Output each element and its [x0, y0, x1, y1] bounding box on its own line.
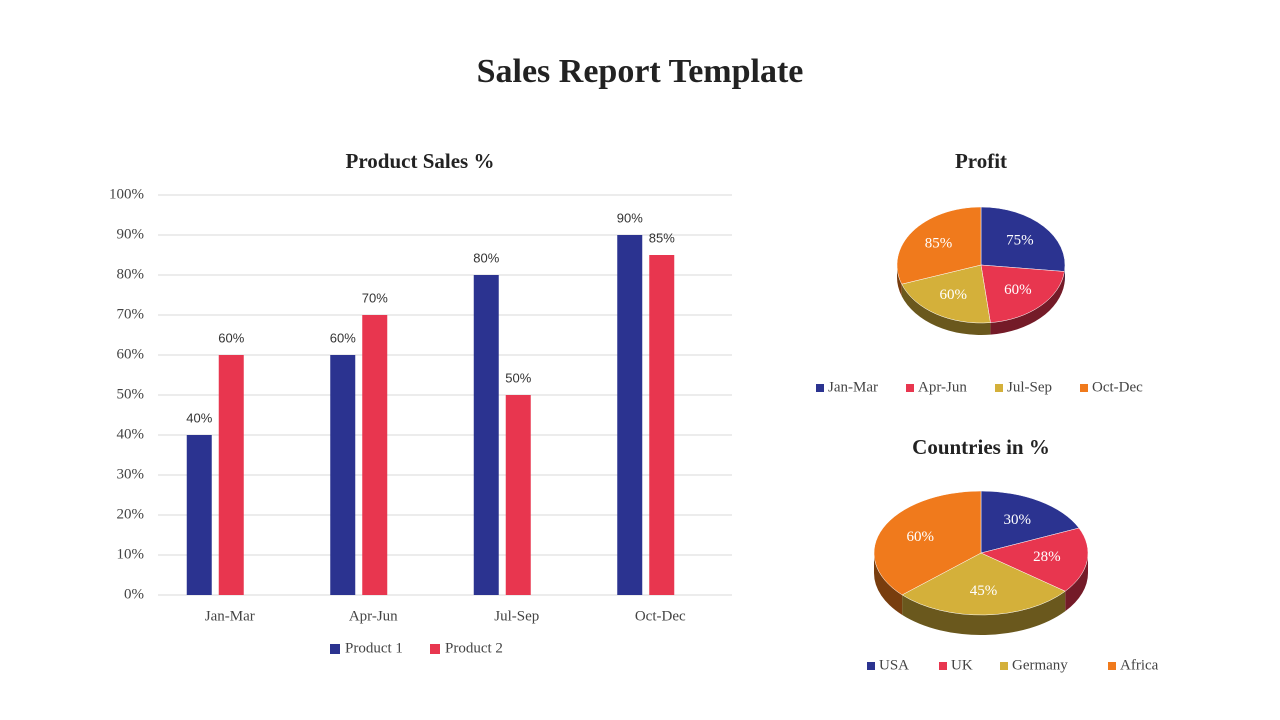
legend-swatch: [1000, 662, 1008, 670]
x-tick-label: Oct-Dec: [635, 608, 686, 624]
slice-label: 60%: [907, 529, 935, 545]
slice-side: [1065, 553, 1088, 612]
legend-swatch: [995, 384, 1003, 392]
pie-slice: [901, 552, 1066, 616]
data-label: 85%: [649, 230, 675, 245]
slice-label: 60%: [940, 287, 968, 303]
legend-label: Germany: [1012, 657, 1068, 673]
legend-label: Africa: [1120, 657, 1159, 673]
bar: [330, 355, 356, 595]
slice-label: 28%: [1033, 549, 1061, 565]
legend-label: Product 1: [345, 640, 403, 656]
data-label: 60%: [330, 330, 356, 345]
data-label: 60%: [218, 330, 244, 345]
legend-label: Jul-Sep: [1007, 379, 1052, 395]
pie-slice: [980, 490, 1080, 554]
y-tick-label: 10%: [117, 546, 145, 562]
data-label: 80%: [473, 250, 499, 265]
legend-swatch: [330, 644, 340, 654]
pie-slice: [901, 264, 991, 324]
legend-swatch: [939, 662, 947, 670]
page-title: Sales Report Template: [477, 53, 804, 90]
legend-swatch: [1080, 384, 1088, 392]
chart-title: Profit: [955, 149, 1007, 173]
slice-label: 30%: [1004, 512, 1032, 528]
legend-swatch: [1108, 662, 1116, 670]
y-tick-label: 0%: [124, 586, 144, 602]
bar: [218, 355, 244, 595]
bar: [649, 255, 675, 595]
legend-label: Apr-Jun: [918, 379, 967, 395]
legend-label: USA: [879, 657, 909, 673]
bar: [362, 315, 388, 595]
legend-label: UK: [951, 657, 973, 673]
chart-title: Product Sales %: [346, 149, 495, 173]
pie-slice: [980, 264, 1065, 323]
data-label: 90%: [617, 210, 643, 225]
y-tick-label: 90%: [117, 226, 145, 242]
slice-side: [901, 284, 991, 335]
data-label: 70%: [362, 290, 388, 305]
y-tick-label: 20%: [117, 506, 145, 522]
data-label: 50%: [505, 370, 531, 385]
legend-swatch: [867, 662, 875, 670]
slice-side: [902, 591, 1066, 635]
x-tick-label: Apr-Jun: [349, 608, 398, 624]
pie-slice: [873, 490, 982, 596]
bar: [473, 275, 499, 595]
legend-swatch: [816, 384, 824, 392]
pie-slice: [980, 527, 1089, 592]
legend-label: Oct-Dec: [1092, 379, 1143, 395]
legend-label: Product 2: [445, 640, 503, 656]
y-tick-label: 60%: [117, 346, 145, 362]
bar: [617, 235, 643, 595]
x-tick-label: Jan-Mar: [205, 608, 255, 624]
pie-slice: [896, 206, 982, 285]
y-tick-label: 30%: [117, 466, 145, 482]
slice-label: 85%: [925, 236, 953, 252]
slice-label: 75%: [1006, 232, 1034, 248]
pie-slice: [980, 206, 1066, 272]
y-tick-label: 80%: [117, 266, 145, 282]
slice-label: 45%: [970, 583, 998, 599]
chart-title: Countries in %: [912, 435, 1050, 459]
legend-swatch: [906, 384, 914, 392]
y-tick-label: 70%: [117, 306, 145, 322]
bar: [505, 395, 531, 595]
slice-side: [897, 265, 902, 297]
bar: [186, 435, 212, 595]
x-tick-label: Jul-Sep: [494, 608, 539, 624]
y-tick-label: 50%: [117, 386, 145, 402]
legend-swatch: [430, 644, 440, 654]
slice-label: 60%: [1004, 282, 1032, 298]
legend-label: Jan-Mar: [828, 379, 878, 395]
y-tick-label: 100%: [109, 186, 144, 202]
data-label: 40%: [186, 410, 212, 425]
y-tick-label: 40%: [117, 426, 145, 442]
slice-side: [990, 271, 1065, 335]
